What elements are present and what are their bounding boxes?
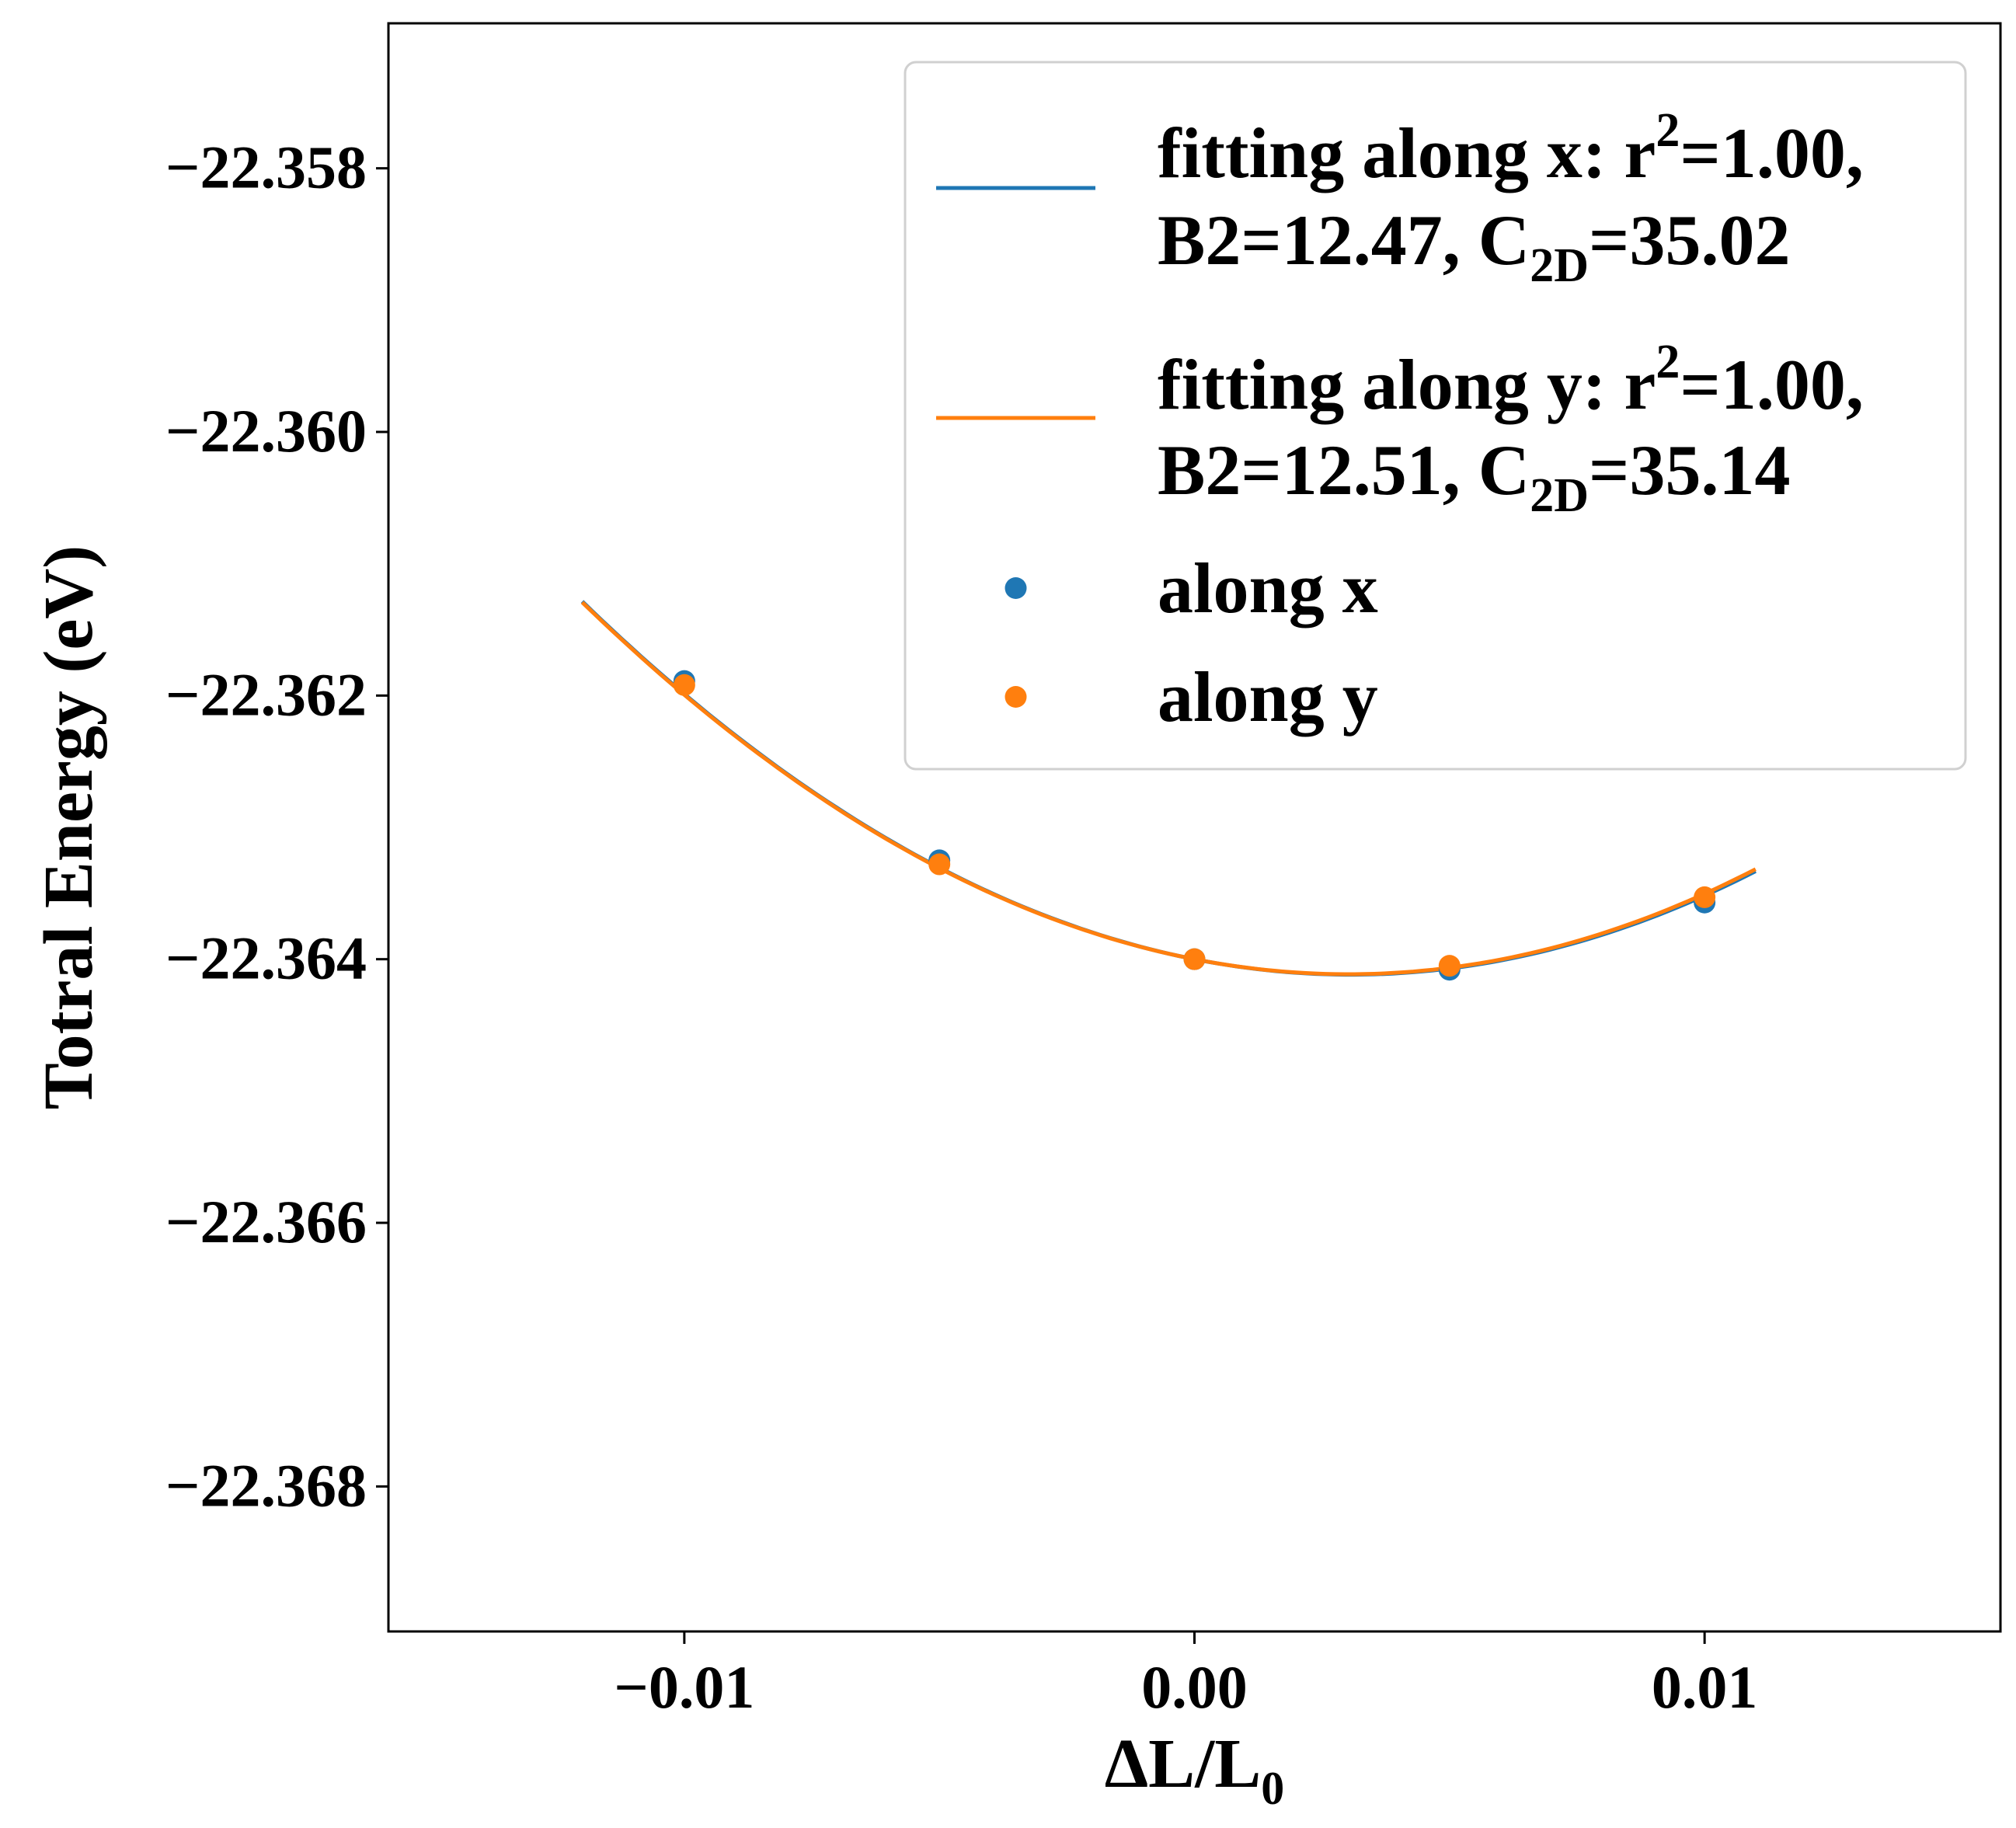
legend-fit-label-line1-y: fitting along y: r2=1.00, xyxy=(1158,336,1864,424)
legend-fit-label-line2-y: B2=12.51, C2D=35.14 xyxy=(1158,430,1790,522)
x-axis-label-main: ΔL/L xyxy=(1105,1725,1262,1802)
y-tick-label: −22.362 xyxy=(165,660,367,728)
data-point xyxy=(673,674,695,696)
y-axis-label: Totral Energy (eV) xyxy=(30,545,107,1110)
x-axis-label-subscript: 0 xyxy=(1261,1763,1284,1814)
data-point xyxy=(1694,886,1716,908)
x-axis-label: ΔL/L0 xyxy=(1105,1725,1285,1814)
y-tick-label: −22.360 xyxy=(165,397,367,465)
legend-marker-y xyxy=(1005,686,1027,708)
legend-fit-label-line1-x: fitting along x: r2=1.00, xyxy=(1158,104,1864,193)
y-tick-label: −22.366 xyxy=(165,1188,367,1255)
y-tick-label: −22.364 xyxy=(165,924,367,992)
y-tick-label: −22.358 xyxy=(165,134,367,201)
legend-box xyxy=(904,61,1967,771)
x-tick-label: 0.00 xyxy=(1141,1653,1248,1721)
data-point xyxy=(928,853,951,876)
scatter-series-y xyxy=(673,674,1716,977)
fit-curve-y xyxy=(580,601,1757,977)
legend-fit-label-line2-x: B2=12.47, C2D=35.02 xyxy=(1158,200,1790,292)
legend-marker-x xyxy=(1005,577,1027,599)
x-tick-label: −0.01 xyxy=(614,1653,754,1721)
legend-label-x: along x xyxy=(1158,548,1378,628)
data-point xyxy=(1438,955,1461,977)
legend-label-y: along y xyxy=(1158,657,1378,736)
x-tick-label: 0.01 xyxy=(1652,1653,1758,1721)
data-point xyxy=(1183,948,1206,970)
y-tick-label: −22.368 xyxy=(165,1451,367,1519)
